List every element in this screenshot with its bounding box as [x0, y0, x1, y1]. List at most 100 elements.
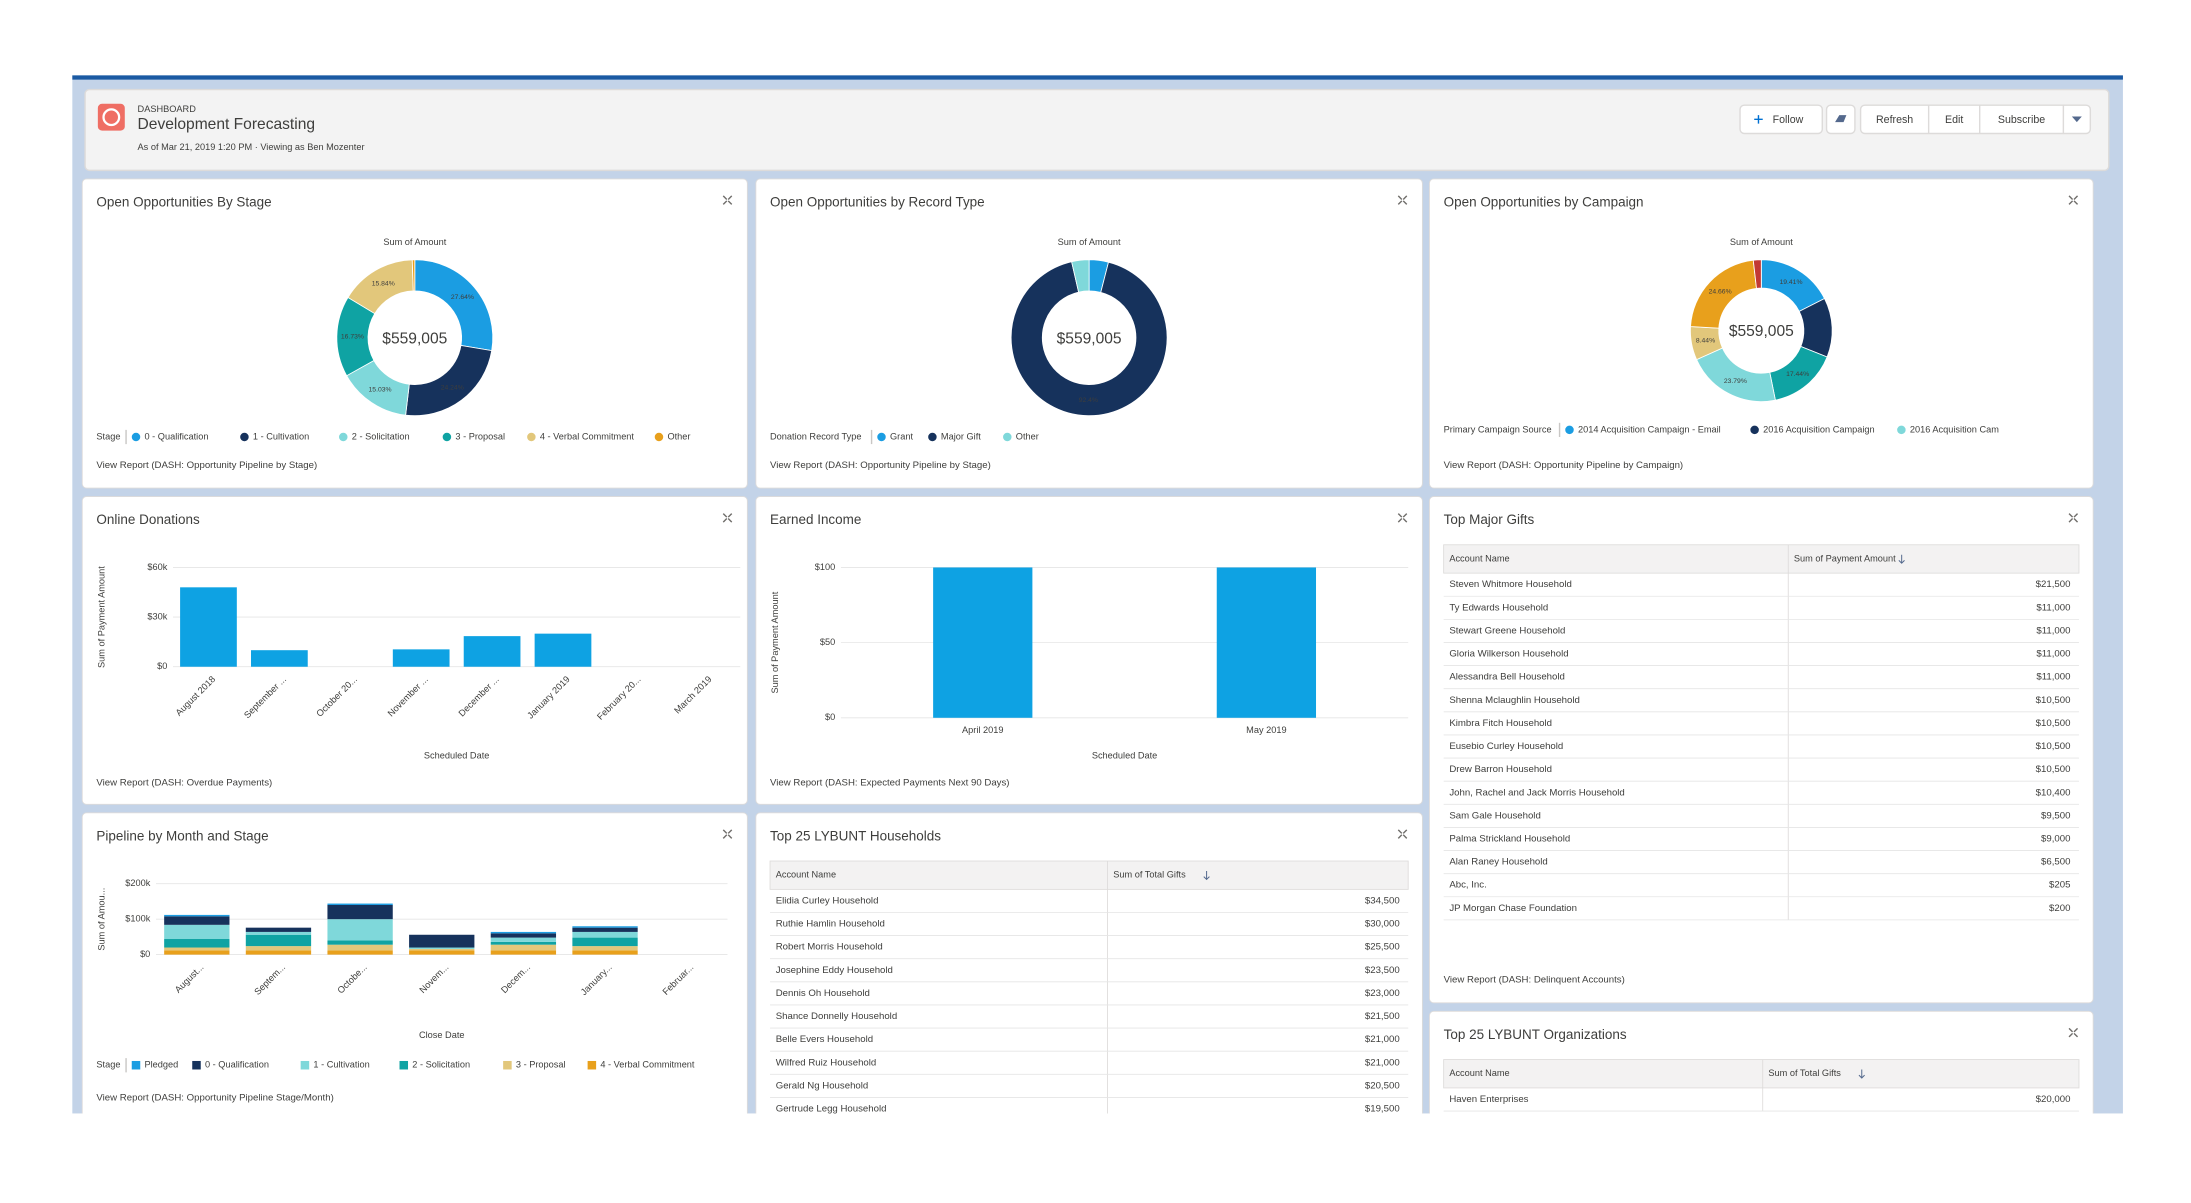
expand-icon[interactable]: [2068, 1027, 2079, 1038]
legend-swatch: [240, 432, 249, 442]
table-header: [1443, 544, 2080, 574]
data-label: 19.41%: [1779, 279, 1802, 286]
legend: Stage Pledged 0 - Qualification 1 - Cultiva…: [96, 1058, 695, 1073]
account-link[interactable]: Shenna Mclaughlin Household: [1449, 695, 1580, 706]
expand-icon[interactable]: [722, 829, 733, 839]
donut-segment: [1752, 259, 1762, 289]
y-tick-label: $0: [140, 949, 150, 959]
legend-swatch: [339, 432, 348, 442]
legend-swatch: [131, 432, 141, 442]
account-link[interactable]: Gerald Ng Household: [776, 1080, 869, 1091]
account-link[interactable]: Ruthie Hamlin Household: [776, 919, 885, 930]
legend-label: 2016 Acquisition Campaign: [1763, 424, 1875, 434]
account-link[interactable]: Robert Morris Household: [776, 942, 883, 953]
bar-segment: [327, 903, 393, 905]
expand-icon[interactable]: [722, 195, 733, 205]
action-buttons: [1859, 104, 2092, 135]
account-link[interactable]: Abc, Inc.: [1449, 880, 1486, 891]
expand-icon[interactable]: [2068, 513, 2079, 523]
report-link[interactable]: View Report (DASH: Opportunity Pipeline …: [96, 1092, 333, 1103]
expand-icon[interactable]: [1397, 195, 1408, 205]
share-icon: [1835, 115, 1847, 123]
report-link[interactable]: View Report (DASH: Opportunity Pipeline …: [1444, 460, 1684, 471]
report-link[interactable]: View Report (DASH: Delinquent Accounts): [1444, 975, 1625, 986]
account-link[interactable]: Steven Whitmore Household: [1449, 579, 1572, 590]
legend: Primary Campaign Source 2014 Acquisition …: [1444, 422, 1999, 437]
edit-button[interactable]: Edit: [1945, 114, 1963, 126]
y-tick-label: $0: [825, 712, 835, 722]
bar-segment: [572, 946, 638, 951]
report-link[interactable]: View Report (DASH: Overdue Payments): [96, 778, 272, 789]
account-link[interactable]: Kimbra Fitch Household: [1449, 718, 1552, 729]
y-tick-label: $50: [820, 637, 835, 647]
expand-icon[interactable]: [1397, 513, 1408, 523]
account-link[interactable]: Sam Gale Household: [1449, 810, 1541, 821]
axis-title: Sum of Amount: [383, 237, 446, 247]
sort-icon: [1203, 870, 1210, 881]
account-link[interactable]: Ty Edwards Household: [1449, 602, 1548, 613]
legend-swatch: [1003, 432, 1012, 442]
amount-cell: $11,000: [2036, 625, 2070, 636]
account-link[interactable]: Haven Enterprises: [1449, 1094, 1528, 1105]
expand-icon[interactable]: [2068, 195, 2079, 205]
widget-title: Top 25 LYBUNT Organizations: [1444, 1027, 1627, 1042]
account-link[interactable]: Belle Evers Household: [776, 1034, 873, 1045]
legend-title: Donation Record Type: [770, 431, 861, 441]
account-link[interactable]: Gertrude Legg Household: [776, 1104, 887, 1115]
report-link[interactable]: View Report (DASH: Opportunity Pipeline …: [770, 460, 991, 471]
legend: Donation Record Type Grant Major Gift Other: [770, 429, 1039, 445]
account-link[interactable]: Eusebio Curley Household: [1449, 741, 1563, 752]
button-label[interactable]: Follow: [1773, 114, 1804, 126]
sort-icon: [1898, 554, 1905, 564]
account-link[interactable]: Palma Strickland Household: [1449, 834, 1570, 845]
legend-swatch: [442, 432, 452, 442]
header-label: DASHBOARD: [138, 104, 197, 114]
account-link[interactable]: Elidia Curley Household: [776, 895, 879, 906]
legend-swatch: [1897, 425, 1906, 435]
header-panel: [84, 88, 2110, 172]
refresh-button[interactable]: Refresh: [1876, 114, 1913, 126]
account-link[interactable]: Alessandra Bell Household: [1449, 672, 1565, 683]
bar-segment: [490, 937, 557, 942]
account-link[interactable]: Wilfred Ruiz Household: [776, 1057, 877, 1068]
report-link[interactable]: View Report (DASH: Opportunity Pipeline …: [96, 460, 317, 471]
account-link[interactable]: Josephine Eddy Household: [776, 965, 893, 976]
axis-title: Sum of Amount: [1730, 237, 1793, 247]
data-label: 92.4%: [1079, 397, 1098, 404]
y-tick-label: $200k: [125, 878, 150, 888]
expand-icon[interactable]: [722, 513, 733, 523]
widget-panel: [81, 178, 748, 489]
account-link[interactable]: John, Rachel and Jack Morris Household: [1449, 787, 1624, 798]
bar-segment: [164, 950, 230, 955]
amount-cell: $34,500: [1365, 895, 1400, 906]
x-tick-label: April 2019: [962, 725, 1003, 735]
donut-segment: [1071, 259, 1090, 293]
account-link[interactable]: Alan Raney Household: [1449, 857, 1547, 868]
dropdown-button[interactable]: [2071, 116, 2082, 123]
account-link[interactable]: Stewart Greene Household: [1449, 625, 1565, 636]
column-header[interactable]: Sum of Total Gifts: [1768, 1068, 1841, 1078]
expand-icon[interactable]: [1397, 829, 1408, 839]
data-label: 17.44%: [1786, 371, 1809, 378]
follow-button[interactable]: [1739, 104, 1823, 135]
bar-segment: [409, 947, 475, 949]
follow-icon: [1754, 115, 1763, 124]
legend-label: Other: [667, 431, 690, 441]
account-link[interactable]: JP Morgan Chase Foundation: [1449, 903, 1577, 914]
widget: Open Opportunities by Campaign Sum of Amo…: [1429, 178, 2094, 489]
account-link[interactable]: Shance Donnelly Household: [776, 1011, 897, 1022]
legend-swatch: [877, 432, 886, 442]
account-link[interactable]: Gloria Wilkerson Household: [1449, 649, 1568, 660]
bar-segment: [572, 927, 638, 932]
legend-title: Primary Campaign Source: [1444, 424, 1552, 434]
bar-segment: [572, 950, 638, 955]
account-link[interactable]: Dennis Oh Household: [776, 988, 870, 999]
data-label: 15.84%: [372, 281, 395, 288]
column-header[interactable]: Sum of Payment Amount: [1794, 553, 1896, 563]
subscribe-button[interactable]: Subscribe: [1998, 114, 2045, 126]
account-link[interactable]: Drew Barron Household: [1449, 764, 1552, 775]
report-link[interactable]: View Report (DASH: Expected Payments Nex…: [770, 778, 1009, 789]
column-header[interactable]: Sum of Total Gifts: [1113, 870, 1186, 880]
